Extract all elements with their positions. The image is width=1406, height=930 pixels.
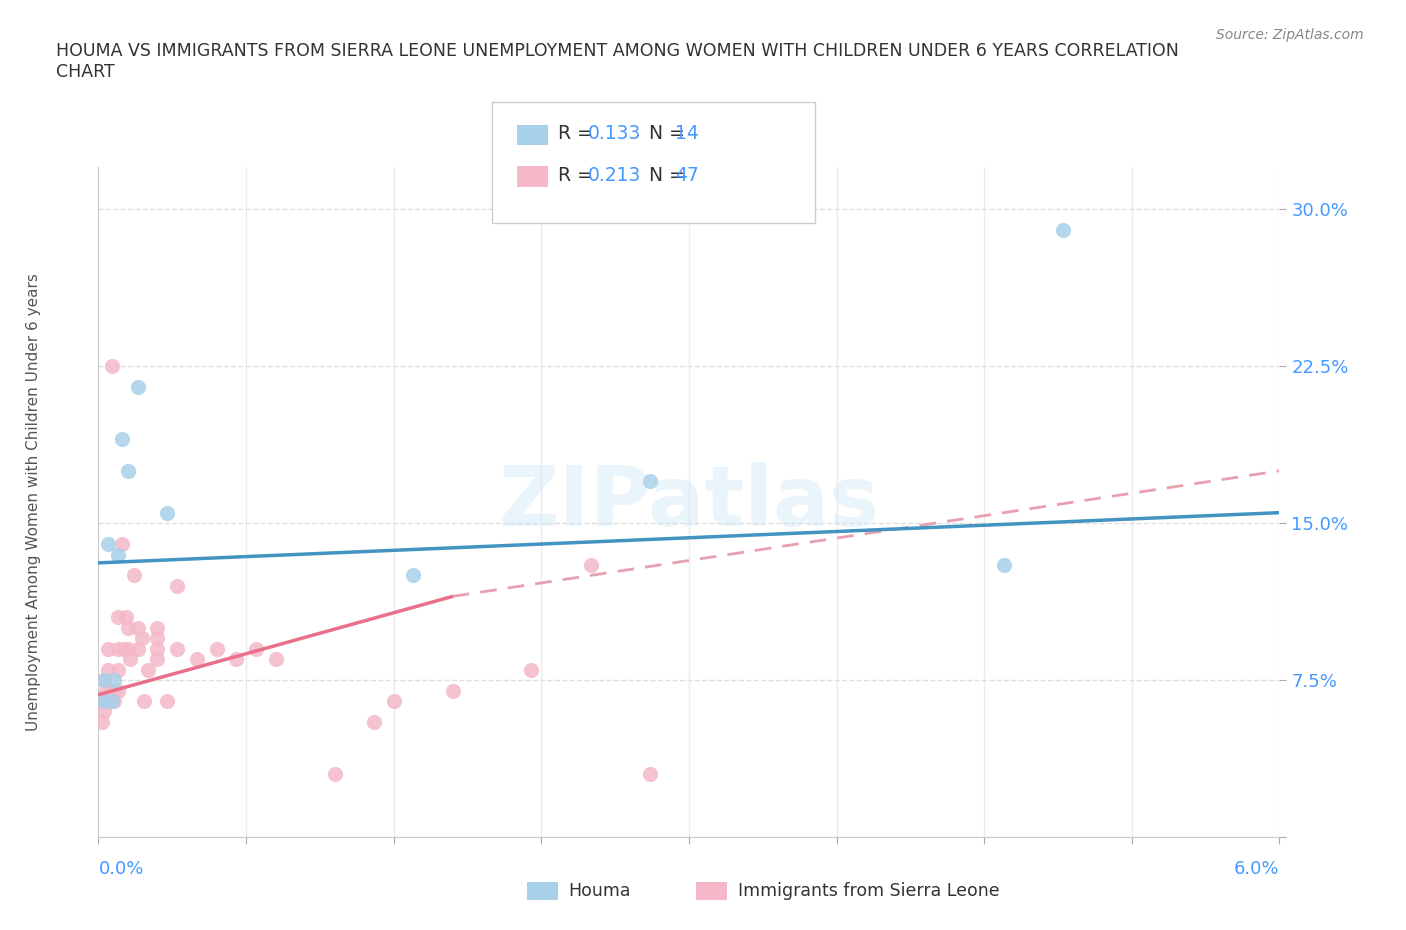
Point [93, 672, 115, 687]
Point [1052, 223, 1074, 238]
Point [382, 694, 405, 709]
Point [117, 463, 139, 478]
Point [127, 620, 149, 635]
Point [132, 694, 155, 709]
Point [131, 631, 153, 645]
Point [264, 652, 287, 667]
Text: R =: R = [558, 166, 599, 185]
Point [93, 672, 115, 687]
Point [107, 662, 129, 677]
Point [107, 683, 129, 698]
Point [402, 568, 425, 583]
Point [98, 694, 121, 709]
Point [101, 694, 124, 709]
Text: 0.213: 0.213 [588, 166, 641, 185]
Text: 0.133: 0.133 [588, 125, 641, 143]
Point [111, 432, 134, 447]
Point [156, 694, 179, 709]
Point [122, 568, 145, 583]
Text: ZIPatlas: ZIPatlas [499, 461, 879, 543]
Point [146, 652, 169, 667]
Point [97, 662, 120, 677]
Point [93, 694, 115, 709]
Point [91, 714, 114, 729]
Point [117, 620, 139, 635]
Point [166, 642, 188, 657]
Point [146, 642, 169, 657]
Point [96, 683, 118, 698]
Point [146, 631, 169, 645]
Point [205, 642, 228, 657]
Point [579, 558, 602, 573]
Text: R =: R = [558, 125, 599, 143]
Point [111, 537, 134, 551]
Text: N =: N = [637, 166, 690, 185]
Point [91, 694, 114, 709]
Text: N =: N = [637, 125, 690, 143]
Point [127, 379, 149, 394]
Point [225, 652, 247, 667]
Point [156, 505, 179, 520]
Point [107, 547, 129, 562]
Point [112, 642, 135, 657]
Point [93, 704, 115, 719]
Text: 6.0%: 6.0% [1234, 860, 1279, 879]
Text: 14: 14 [675, 125, 699, 143]
Point [107, 610, 129, 625]
Point [166, 578, 188, 593]
Point [146, 620, 169, 635]
Point [638, 474, 661, 489]
Text: HOUMA VS IMMIGRANTS FROM SIERRA LEONE UNEMPLOYMENT AMONG WOMEN WITH CHILDREN UND: HOUMA VS IMMIGRANTS FROM SIERRA LEONE UN… [56, 42, 1180, 81]
Point [993, 558, 1015, 573]
Text: 0.0%: 0.0% [98, 860, 143, 879]
Text: Source: ZipAtlas.com: Source: ZipAtlas.com [1216, 28, 1364, 42]
Point [103, 694, 125, 709]
Point [245, 642, 267, 657]
Text: Immigrants from Sierra Leone: Immigrants from Sierra Leone [738, 882, 1000, 900]
Point [115, 610, 138, 625]
Point [101, 683, 124, 698]
Point [127, 642, 149, 657]
Text: 47: 47 [675, 166, 699, 185]
Point [186, 652, 208, 667]
Point [103, 672, 125, 687]
Point [97, 537, 120, 551]
Point [520, 662, 543, 677]
Point [97, 642, 120, 657]
Point [638, 766, 661, 781]
Point [136, 662, 159, 677]
Point [117, 642, 139, 657]
Point [101, 359, 124, 374]
Point [441, 683, 464, 698]
Text: Unemployment Among Women with Children Under 6 years: Unemployment Among Women with Children U… [25, 273, 41, 731]
Point [363, 714, 385, 729]
Text: Houma: Houma [568, 882, 630, 900]
Point [323, 766, 346, 781]
Point [118, 652, 141, 667]
Point [107, 642, 129, 657]
Point [103, 683, 125, 698]
